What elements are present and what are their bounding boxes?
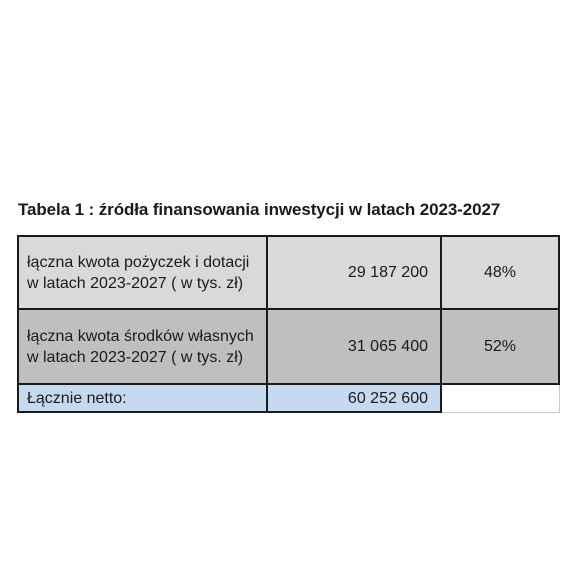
table-caption: Tabela 1 : źródła finansowania inwestycj… <box>18 200 501 219</box>
row-label: łączna kwota pożyczek i dotacji w latach… <box>27 253 250 292</box>
own-funds-label-cell: łączna kwota środków własnych w latach 2… <box>17 308 268 385</box>
total-percent-cell <box>440 383 560 413</box>
table-row: łączna kwota pożyczek i dotacji w latach… <box>17 235 560 310</box>
own-funds-percent-cell: 52% <box>440 308 560 385</box>
total-value-cell: 60 252 600 <box>266 383 442 413</box>
table-row-total: Łącznie netto: 60 252 600 <box>17 383 560 413</box>
loans-value-cell: 29 187 200 <box>266 235 442 310</box>
financing-table: łączna kwota pożyczek i dotacji w latach… <box>17 235 560 413</box>
total-label-cell: Łącznie netto: <box>17 383 268 413</box>
own-funds-value-cell: 31 065 400 <box>266 308 442 385</box>
row-label: łączna kwota środków własnych w latach 2… <box>27 327 254 366</box>
loans-percent-cell: 48% <box>440 235 560 310</box>
loans-label-cell: łączna kwota pożyczek i dotacji w latach… <box>17 235 268 310</box>
table-row: łączna kwota środków własnych w latach 2… <box>17 308 560 385</box>
